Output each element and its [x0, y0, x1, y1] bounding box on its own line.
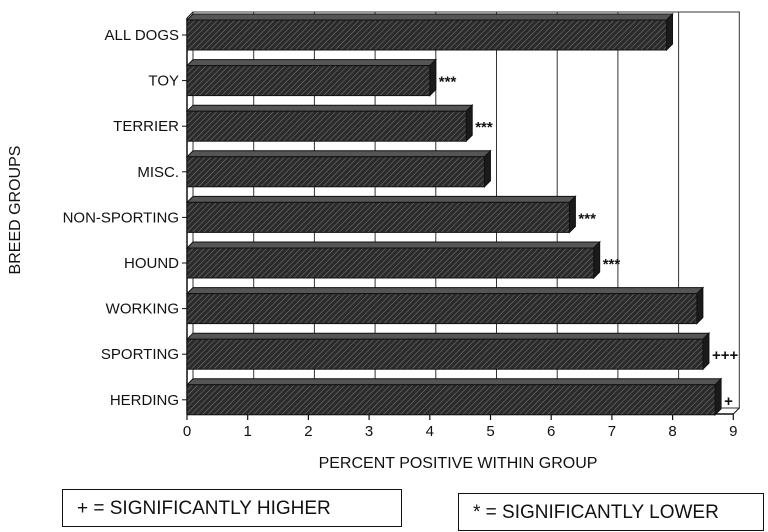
bar-side-face: [666, 12, 674, 52]
bar-front-face: [186, 384, 716, 416]
bar: [185, 12, 674, 52]
bars: [185, 12, 723, 417]
bar-front-face: [186, 247, 595, 279]
legend-lower: * = SIGNIFICANTLY LOWER: [458, 493, 764, 531]
x-tick-label: 8: [668, 423, 676, 440]
legend-lower-text: * = SIGNIFICANTLY LOWER: [473, 502, 719, 523]
x-tick-label: 4: [426, 423, 434, 440]
bar: [185, 377, 723, 417]
significance-labels: ************++++: [439, 74, 739, 410]
category-labels: ALL DOGS TOY TERRIER MISC. NON-SPORTING HOUND…: [63, 27, 180, 409]
x-tick-label: 6: [547, 423, 555, 440]
bar: [185, 331, 711, 371]
x-tick-labels: 0 1 2 3 4 5 6 7 8 9: [183, 423, 738, 440]
x-tick-label: 3: [365, 423, 373, 440]
bar-top-face: [185, 150, 492, 158]
bar-front-face: [186, 19, 668, 51]
floor-edge: [732, 407, 740, 415]
x-tick-label: 7: [608, 423, 616, 440]
bar: [185, 286, 705, 325]
bar-top-face: [185, 241, 601, 249]
bar-front-face: [186, 156, 485, 188]
category-label: HERDING: [110, 392, 179, 409]
bar-top-face: [185, 195, 577, 203]
significance-label: ***: [439, 74, 457, 91]
category-label: TERRIER: [113, 118, 179, 135]
bar-front-face: [186, 293, 698, 325]
category-label: MISC.: [137, 164, 179, 181]
legend-higher: + = SIGNIFICANTLY HIGHER: [62, 489, 402, 527]
bar-side-face: [714, 377, 722, 417]
category-label: TOY: [148, 73, 179, 90]
bar-side-face: [593, 240, 601, 280]
bar-top-face: [185, 332, 711, 340]
bar-front-face: [186, 201, 570, 233]
bar-top-face: [185, 378, 723, 386]
bar-front-face: [186, 110, 467, 142]
category-label: WORKING: [106, 301, 179, 318]
category-label: NON-SPORTING: [63, 209, 179, 226]
category-label: ALL DOGS: [105, 27, 179, 44]
y-axis-title: BREED GROUPS: [7, 146, 24, 275]
bar-top-face: [185, 104, 474, 112]
bar: [185, 58, 438, 97]
bar-side-face: [465, 103, 473, 143]
axis-corner: [186, 11, 194, 19]
x-axis-title: PERCENT POSITIVE WITHIN GROUP: [319, 455, 598, 472]
bar: [185, 195, 577, 234]
bar: [185, 103, 474, 143]
legend-higher-text: + = SIGNIFICANTLY HIGHER: [77, 498, 331, 519]
bar-top-face: [185, 13, 674, 21]
x-tick-label: 0: [183, 423, 191, 440]
x-tick-label: 2: [304, 423, 312, 440]
category-label: SPORTING: [101, 346, 179, 363]
category-label: HOUND: [124, 255, 179, 272]
significance-label: +: [724, 393, 733, 410]
bar-front-face: [186, 65, 431, 97]
significance-label: ***: [475, 119, 493, 136]
x-tick-label: 1: [244, 423, 252, 440]
significance-label: ***: [603, 256, 621, 273]
bar-side-face: [483, 149, 491, 189]
bar-side-face: [429, 58, 437, 97]
bar-side-face: [568, 195, 576, 234]
significance-label: +++: [712, 347, 739, 364]
x-tick-label: 9: [729, 423, 737, 440]
bar-side-face: [702, 331, 710, 371]
bar-top-face: [185, 59, 438, 67]
bar: [185, 149, 492, 189]
bar: [185, 240, 601, 280]
x-tick-label: 5: [486, 423, 494, 440]
bar-front-face: [186, 338, 704, 370]
bar-top-face: [185, 287, 705, 295]
significance-label: ***: [578, 210, 596, 227]
bar-side-face: [696, 286, 704, 325]
